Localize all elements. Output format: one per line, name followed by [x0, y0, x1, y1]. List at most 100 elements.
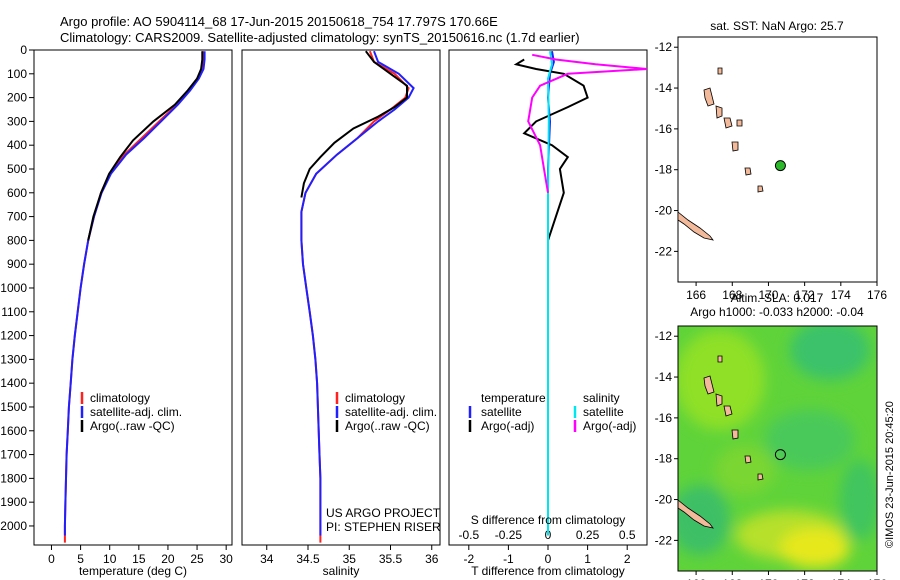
- series-salinity-satellite: [546, 51, 554, 536]
- altimetry-map-frame: [677, 325, 878, 572]
- x-tick-label: 10: [103, 552, 117, 566]
- vanuatu-island-7: [717, 355, 723, 363]
- s-difference-label: S difference from climatology: [471, 513, 626, 527]
- sla-blobs: [678, 326, 877, 568]
- map-y-tick-label: -16: [655, 122, 673, 136]
- temperature-plot-frame: [33, 49, 233, 546]
- map-x-tick-label: 166: [686, 288, 706, 302]
- difference-legend: temperature satellite Argo(-adj) salinit…: [468, 391, 636, 433]
- sla-blob: [715, 445, 775, 495]
- argo-location-marker: [774, 160, 786, 172]
- salinity-x-axis: 34 34.5 35 35.5 36: [260, 545, 439, 566]
- map-x-tick-label: 170: [758, 577, 778, 580]
- difference-panel: -2 -1 0 1 2 -0.5 -0.25 0 0.25 0.5 S difference f…: [448, 49, 648, 578]
- sst-map-title: sat. SST: NaN Argo: 25.7: [710, 19, 844, 33]
- x-tick-label: 34: [260, 552, 274, 566]
- salinity-series: [300, 50, 415, 543]
- map-y-tick-label: -14: [655, 81, 673, 95]
- x-tick-label: 25: [190, 552, 204, 566]
- project-annotation-line1: US ARGO PROJECT: [326, 506, 441, 520]
- x-tick-label: 0: [545, 552, 552, 566]
- y-tick-label: 2000: [0, 519, 27, 533]
- y-tick-label: 1600: [0, 424, 27, 438]
- legend-temperature-title: temperature: [481, 391, 546, 405]
- sst-map-frame: [677, 36, 878, 283]
- sla-blob: [678, 330, 765, 430]
- y-tick-label: 1200: [0, 329, 27, 343]
- salinity-panel: 34 34.5 35 35.5 36 salinity climatology sate…: [241, 49, 441, 578]
- y-tick-label: 900: [7, 257, 27, 271]
- series-argo-raw-qc-: [87, 51, 204, 241]
- vanuatu-island-1: [703, 375, 715, 395]
- vanuatu-island-8: [736, 119, 743, 127]
- y-tick-label: 0: [20, 43, 27, 57]
- x-tick-label: 34.5: [296, 552, 320, 566]
- altimetry-map-axes: 166 168 170 172 174 176 -12 -14 -16 -18 -20 -22: [655, 329, 888, 580]
- y-tick-label: 600: [7, 186, 27, 200]
- y-tick-label: 1500: [0, 400, 27, 414]
- argo-location-marker: [774, 449, 786, 461]
- series-salinity-argo-adj-: [527, 53, 647, 193]
- x-tick-label: 30: [219, 552, 233, 566]
- project-annotation-line2: PI: STEPHEN RISER: [326, 520, 441, 534]
- s-tick-label: 0.25: [576, 528, 600, 542]
- map-x-tick-label: 168: [722, 288, 742, 302]
- vanuatu-island-6: [757, 185, 764, 193]
- y-tick-label: 1000: [0, 281, 27, 295]
- sla-blob: [780, 528, 850, 568]
- sst-map-coastline: [678, 67, 764, 241]
- s-tick-label: 0.5: [619, 528, 636, 542]
- series-argo-raw-qc-: [300, 50, 408, 198]
- salinity-legend: climatology satellite-adj. clim. Argo(..…: [335, 391, 437, 433]
- y-tick-label: 1700: [0, 448, 27, 462]
- vanuatu-island-2: [715, 393, 723, 407]
- s-tick-label: -0.5: [458, 528, 479, 542]
- s-tick-label: -0.25: [495, 528, 523, 542]
- legend-argo: Argo(..raw -QC): [90, 419, 175, 433]
- series-climatology: [63, 51, 204, 543]
- x-tick-label: 1: [584, 552, 591, 566]
- y-tick-label: 300: [7, 114, 27, 128]
- x-tick-label: 15: [132, 552, 146, 566]
- temperature-panel: 0100200300400500600700800900100011001200…: [0, 43, 233, 578]
- s-difference-axis: -0.5 -0.25 0 0.25 0.5: [458, 528, 635, 542]
- depth-axis: 0 100 200 300 400 500 600 700 800 900 1000 1100 1200…: [0, 43, 34, 533]
- map-y-tick-label: -18: [655, 163, 673, 177]
- legend-climatology: climatology: [345, 391, 405, 405]
- map-x-tick-label: 170: [758, 288, 778, 302]
- map-x-tick-label: 172: [795, 577, 815, 580]
- map-y-tick-label: -14: [655, 370, 673, 384]
- difference-series: [513, 51, 647, 536]
- y-tick-label: 1300: [0, 352, 27, 366]
- legend-temp-satellite: satellite: [481, 405, 522, 419]
- x-tick-label: 20: [161, 552, 175, 566]
- legend-sal-satellite: satellite: [583, 405, 624, 419]
- t-difference-x-axis: -2 -1 0 1 2: [463, 545, 631, 566]
- y-tick-label: 200: [7, 91, 27, 105]
- figure-title-line2: Climatology: CARS2009. Satellite-adjuste…: [60, 30, 580, 45]
- map-x-tick-label: 174: [831, 288, 851, 302]
- x-tick-label: 5: [77, 552, 84, 566]
- vanuatu-island-1: [703, 87, 715, 107]
- temperature-xlabel: temperature (deg C): [79, 564, 187, 578]
- temperature-x-axis: 0 5 10 15 20 25 30: [48, 545, 233, 566]
- y-tick-label: 1800: [0, 471, 27, 485]
- x-tick-label: 2: [624, 552, 631, 566]
- vanuatu-island-6: [757, 473, 764, 481]
- legend-satellite-adj: satellite-adj. clim.: [90, 405, 182, 419]
- series-satellite-adj-clim-: [63, 51, 206, 536]
- map-y-tick-label: -18: [655, 452, 673, 466]
- y-tick-label: 400: [7, 138, 27, 152]
- sst-map-panel: sat. SST: NaN Argo: 25.7 166 168 170 172 174…: [655, 19, 888, 302]
- legend-satellite-adj: satellite-adj. clim.: [345, 405, 437, 419]
- x-tick-label: 36: [425, 552, 439, 566]
- map-y-tick-label: -22: [655, 533, 673, 547]
- sla-heatmap: [678, 326, 877, 571]
- x-tick-label: 35.5: [379, 552, 403, 566]
- map-y-tick-label: -12: [655, 40, 673, 54]
- vanuatu-island-7: [717, 67, 723, 75]
- figure-title-line1: Argo profile: AO 5904114_68 17-Jun-2015 …: [60, 14, 498, 29]
- map-x-tick-label: 168: [722, 577, 742, 580]
- legend-argo: Argo(..raw -QC): [345, 419, 430, 433]
